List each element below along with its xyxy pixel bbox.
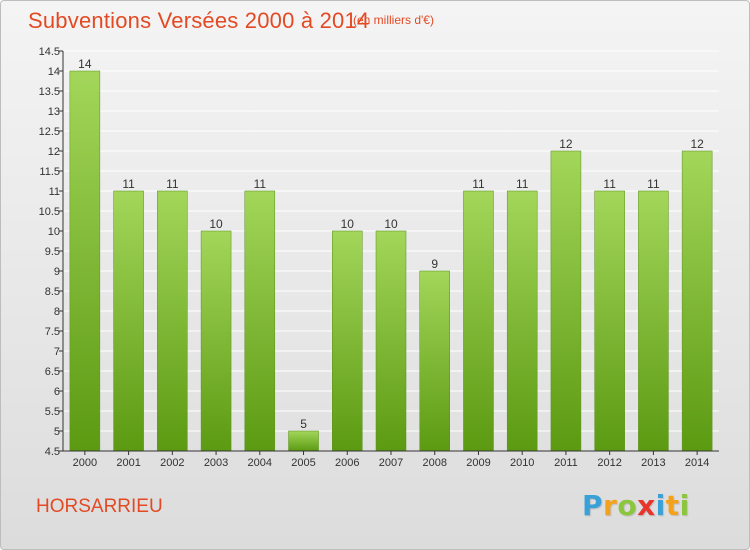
data-label-2003: 10 — [209, 217, 223, 231]
data-label-2000: 14 — [78, 57, 92, 71]
x-tick-label: 2012 — [597, 457, 621, 469]
bar-2005 — [288, 430, 319, 452]
bar-2011 — [550, 150, 582, 452]
x-tick-label: 2014 — [685, 457, 709, 469]
bar-2003 — [200, 230, 232, 452]
x-tick-label: 2008 — [422, 457, 446, 469]
commune-name: HORSARRIEU — [36, 496, 163, 517]
x-tick-label: 2001 — [116, 457, 140, 469]
bar-2000 — [69, 70, 101, 452]
y-tick-label: 7.5 — [45, 326, 60, 338]
data-label-2002: 11 — [166, 177, 179, 191]
data-label-2011: 12 — [559, 137, 573, 151]
logo-letter: t — [665, 489, 680, 522]
y-tick-label: 6.5 — [45, 366, 60, 378]
x-tick-label: 2006 — [335, 457, 359, 469]
bar-2013 — [638, 190, 669, 452]
data-label-2006: 10 — [341, 217, 355, 231]
x-tick-label: 2007 — [379, 457, 403, 469]
y-tick-label: 4.5 — [45, 446, 60, 458]
data-label-2005: 5 — [300, 417, 307, 431]
x-tick-label: 2005 — [291, 457, 315, 469]
y-tick-label: 7 — [54, 346, 60, 358]
logo-letter: x — [637, 489, 656, 522]
logo-letter: i — [655, 489, 666, 522]
y-tick-label: 9.5 — [45, 246, 60, 258]
logo-letter: r — [603, 489, 618, 522]
bar-2008 — [419, 270, 450, 452]
x-tick-label: 2010 — [510, 457, 534, 469]
y-tick-label: 13.5 — [39, 86, 60, 98]
y-tick-label: 14.5 — [39, 46, 60, 58]
axes: 4.5 5 5.5 6 6.5 7 7.5 8 8.5 9 9.5 10 10.5 11 11.5 12 12.… — [39, 46, 719, 469]
y-tick-label: 14 — [48, 66, 60, 78]
x-tick-label: 2004 — [248, 457, 272, 469]
bar-2001 — [113, 190, 144, 452]
y-tick-label: 5 — [54, 426, 60, 438]
x-tick-label: 2013 — [641, 457, 665, 469]
logo-letter: P — [582, 489, 604, 522]
bar-2012 — [594, 190, 625, 452]
y-tick-label: 8.5 — [45, 286, 60, 298]
data-label-2010: 11 — [516, 177, 529, 191]
bar-2002 — [157, 190, 188, 452]
data-label-2001: 11 — [122, 177, 135, 191]
y-tick-label: 10 — [48, 226, 60, 238]
x-tick-label: 2009 — [466, 457, 490, 469]
logo-letter: o — [617, 489, 638, 522]
y-tick-label: 5.5 — [45, 406, 60, 418]
data-label-2008: 9 — [431, 257, 438, 271]
chart-title: Subventions Versées 2000 à 2014 — [28, 8, 370, 33]
y-tick-label: 9 — [54, 266, 60, 278]
proxiti-logo: Proxiti — [582, 489, 690, 522]
bar-2010 — [506, 190, 538, 452]
y-tick-label: 12 — [48, 146, 60, 158]
bar-2004 — [244, 190, 276, 452]
y-tick-label: 8 — [54, 306, 60, 318]
logo-letter: i — [679, 489, 690, 522]
y-tick-label: 13 — [48, 106, 60, 118]
bar-2007 — [375, 230, 407, 452]
y-tick-label: 11.5 — [39, 166, 60, 178]
bar-2006 — [332, 230, 363, 452]
data-label-2004: 11 — [254, 177, 267, 191]
data-label-2009: 11 — [472, 177, 485, 191]
x-tick-label: 2002 — [160, 457, 184, 469]
bar-2014 — [681, 150, 713, 452]
chart-subtitle: (en milliers d'€) — [353, 13, 434, 27]
y-tick-label: 10.5 — [39, 206, 60, 218]
bars: 14 11 11 10 11 5 10 10 9 11 11 12 11 11 12 — [69, 57, 713, 452]
y-tick-label: 11 — [49, 186, 60, 198]
data-label-2014: 12 — [690, 137, 704, 151]
bar-2009 — [463, 190, 494, 452]
data-label-2013: 11 — [647, 177, 660, 191]
x-tick-label: 2011 — [554, 457, 578, 469]
y-tick-label: 6 — [54, 386, 60, 398]
y-tick-label: 12.5 — [39, 126, 60, 138]
x-tick-label: 2000 — [73, 457, 97, 469]
data-label-2007: 10 — [384, 217, 398, 231]
x-tick-label: 2003 — [204, 457, 228, 469]
data-label-2012: 11 — [603, 177, 616, 191]
